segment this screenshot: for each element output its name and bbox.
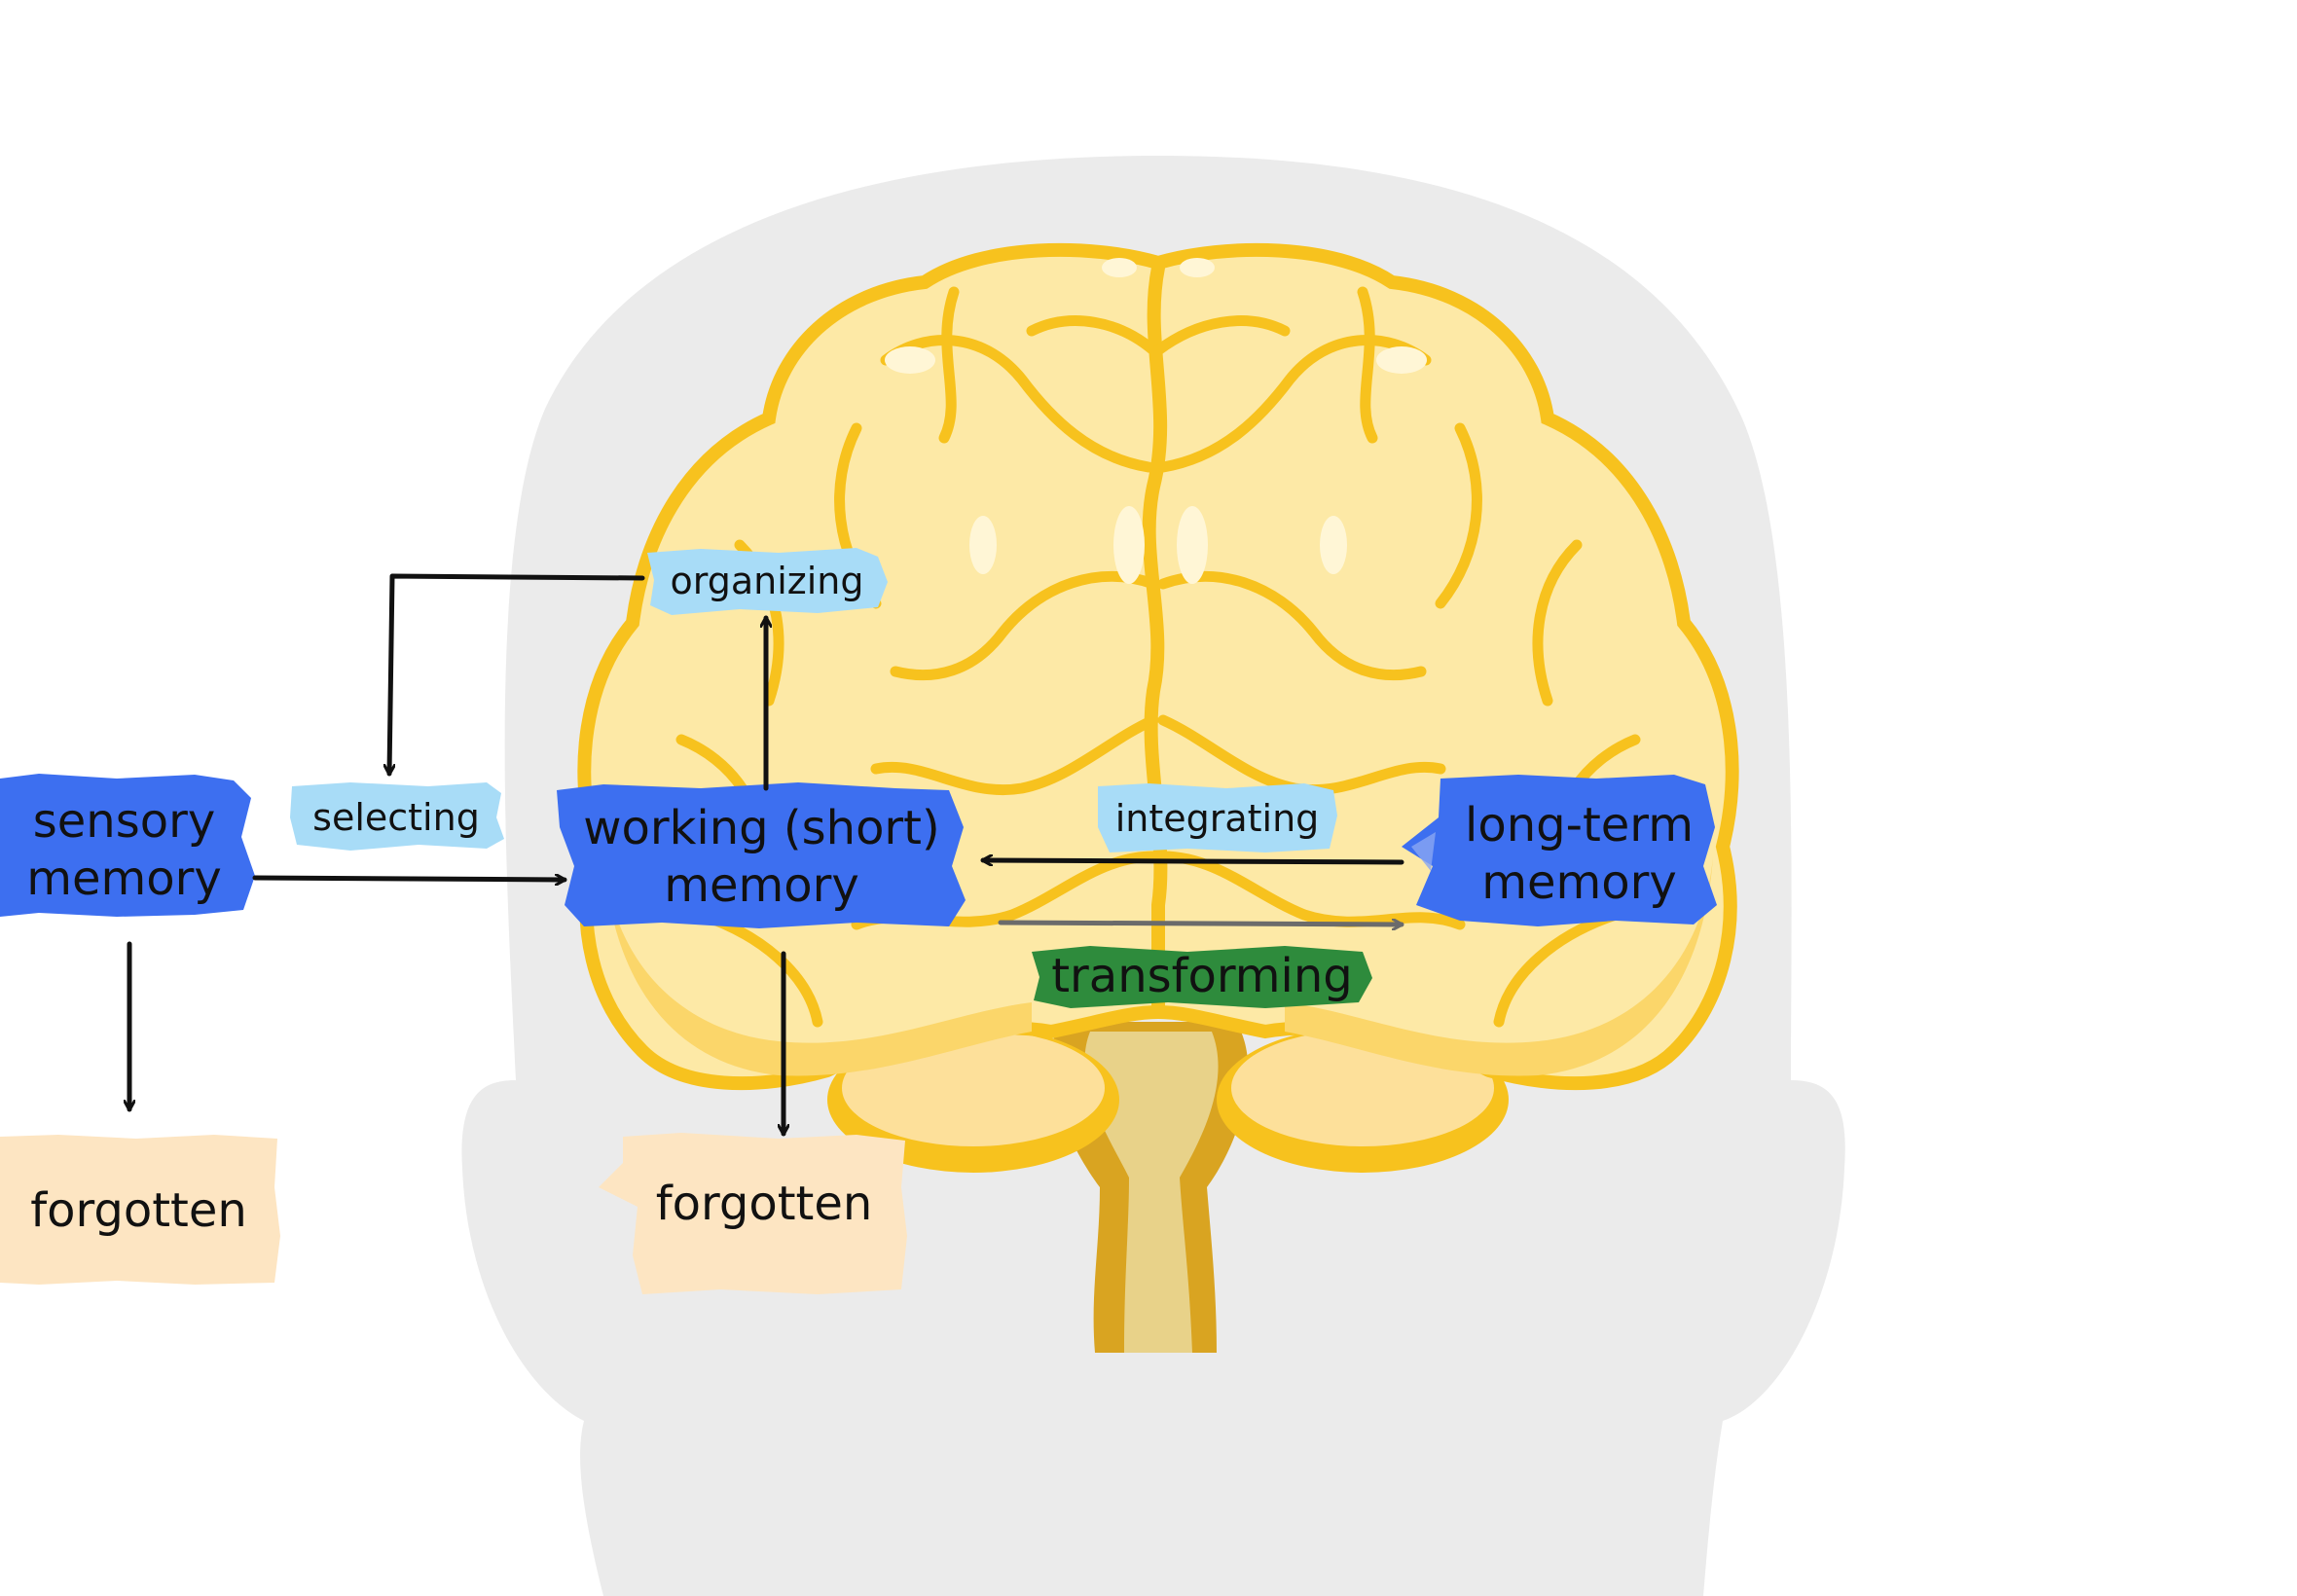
selecting-label: selecting	[312, 795, 480, 839]
label-backgrounds	[0, 548, 1717, 1294]
organizing-label: organizing	[670, 559, 864, 602]
forgotten-center-label: forgotten	[655, 1176, 873, 1231]
integrating-label: integrating	[1114, 796, 1320, 840]
arrow-longterm-to-working	[980, 860, 1404, 862]
sensory-memory-label: sensory memory	[0, 784, 248, 916]
forgotten-left-label: forgotten	[30, 1182, 247, 1238]
working-memory-label: working (short) memory	[565, 790, 959, 925]
arrow-working-to-longterm	[998, 923, 1404, 925]
transforming-label: transforming	[1051, 948, 1353, 1003]
long-term-memory-line-2: memory	[1481, 855, 1677, 910]
arrow-organizing-to-selecting	[389, 573, 645, 777]
sensory-memory-line-2: memory	[26, 851, 222, 906]
arrow-sensory-to-working	[252, 878, 567, 880]
sensory-memory-line-1: sensory	[32, 793, 216, 849]
working-memory-line-2: memory	[664, 858, 859, 913]
working-memory-line-1: working (short)	[583, 801, 940, 856]
long-term-memory-label: long-term memory	[1440, 786, 1718, 923]
flow-arrows	[129, 573, 1404, 1137]
long-term-memory-line-1: long-term	[1465, 798, 1694, 853]
